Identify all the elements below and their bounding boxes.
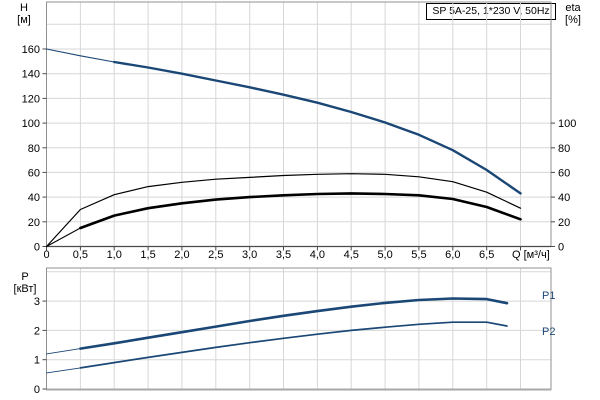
series-eta-curve-thick-curve-thick [79,192,522,230]
plot-border [46,267,552,390]
y-tick-label-right: 100 [558,118,576,130]
x-tick-label: 4,0 [310,249,325,261]
p-axis-symbol: P [21,271,29,283]
y-tick-label-left: 60 [28,167,40,179]
y-tick-label-left: 80 [28,143,40,155]
p-axis-label: P [кВт] [8,271,42,295]
y-tick-label-left: 3 [34,296,40,308]
y-tick-label-left: 2 [34,325,40,337]
h-axis-label: H [м] [10,2,38,26]
series-eta-curve-thin-curve [45,173,522,248]
y-tick-label-left: 20 [28,217,40,229]
x-tick-label: 1,5 [140,249,155,261]
x-tick-label: 6,5 [479,249,494,261]
series-P2-curve [46,321,508,374]
q-axis-label: Q [м³/ч] [512,249,550,261]
series-P2-curve-thick [79,321,508,369]
eta-axis-unit: [%] [565,14,581,26]
series-P1-curve [46,298,508,355]
x-tick-label: 5,5 [411,249,426,261]
eta-axis-label: eta [%] [558,2,588,26]
x-tick-label: 4,5 [344,249,359,261]
y-tick-label-left: 0 [34,384,40,396]
x-tick-label: 3,0 [242,249,257,261]
y-tick-label-right: 40 [558,192,570,204]
x-tick-label: 3,5 [276,249,291,261]
x-tick-label: 0 [43,249,49,261]
x-tick-label: 2,5 [208,249,223,261]
y-tick-label-right: 60 [558,167,570,179]
h-axis-symbol: H [20,2,28,14]
eta-axis-symbol: eta [565,2,581,14]
p2-series-label: P2 [542,326,556,338]
y-tick-label-right: 20 [558,217,570,229]
series-H-curve-thick [112,60,522,195]
p-axis-unit: [кВт] [13,283,37,295]
y-tick-label-left: 120 [22,93,40,105]
y-tick-label-left: 140 [22,69,40,81]
y-tick-label-left: 40 [28,192,40,204]
x-tick-label: 2,0 [174,249,189,261]
series-P1-curve-thick [79,297,509,350]
plot-border [46,1,552,247]
p1-series-label: P1 [542,290,556,302]
top-chart-svg: 0 0,5 1,0 1,5 2,0 2,5 3,0 3,5 4,0 4,5 5,0 5,5 6,0 6,5… [22,1,576,261]
y-tick-label-left: 0 [34,242,40,254]
y-tick-label-right: 0 [558,242,564,254]
x-tick-label: 1,0 [107,249,122,261]
bottom-chart-svg: 0 1 2 3 [34,267,552,396]
y-tick-label-left: 1 [34,355,40,367]
y-tick-label-left: 160 [22,44,40,56]
x-tick-label: 6,0 [445,249,460,261]
y-tick-label-left: 100 [22,118,40,130]
h-axis-unit: [м] [17,14,31,26]
y-tick-label-right: 80 [558,143,570,155]
x-tick-label: 0,5 [73,249,88,261]
x-tick-label: 5,0 [377,249,392,261]
